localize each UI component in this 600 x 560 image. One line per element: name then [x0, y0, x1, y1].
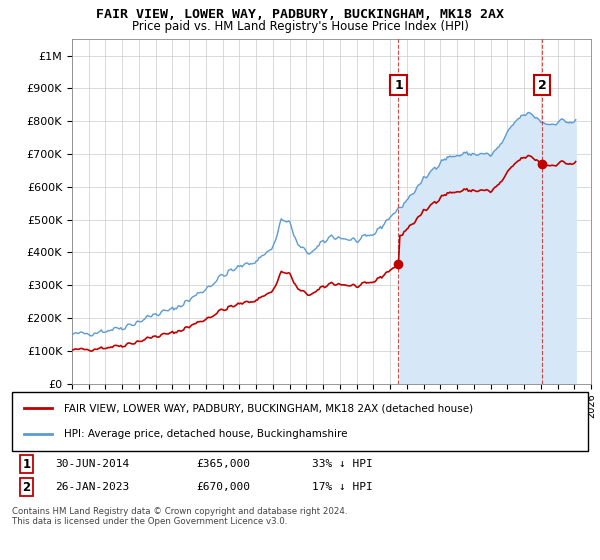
Text: 2: 2	[538, 78, 547, 92]
Text: 17% ↓ HPI: 17% ↓ HPI	[311, 482, 372, 492]
Text: 2: 2	[22, 480, 31, 494]
Text: HPI: Average price, detached house, Buckinghamshire: HPI: Average price, detached house, Buck…	[64, 430, 347, 440]
Text: £365,000: £365,000	[196, 459, 250, 469]
Text: £670,000: £670,000	[196, 482, 250, 492]
Text: 30-JUN-2014: 30-JUN-2014	[55, 459, 130, 469]
Text: 1: 1	[22, 458, 31, 470]
Text: FAIR VIEW, LOWER WAY, PADBURY, BUCKINGHAM, MK18 2AX: FAIR VIEW, LOWER WAY, PADBURY, BUCKINGHA…	[96, 8, 504, 21]
Text: Price paid vs. HM Land Registry's House Price Index (HPI): Price paid vs. HM Land Registry's House …	[131, 20, 469, 32]
FancyBboxPatch shape	[12, 392, 588, 451]
Text: FAIR VIEW, LOWER WAY, PADBURY, BUCKINGHAM, MK18 2AX (detached house): FAIR VIEW, LOWER WAY, PADBURY, BUCKINGHA…	[64, 403, 473, 413]
Text: Contains HM Land Registry data © Crown copyright and database right 2024.
This d: Contains HM Land Registry data © Crown c…	[12, 507, 347, 526]
Text: 26-JAN-2023: 26-JAN-2023	[55, 482, 130, 492]
Text: 1: 1	[394, 78, 403, 92]
Text: 33% ↓ HPI: 33% ↓ HPI	[311, 459, 372, 469]
